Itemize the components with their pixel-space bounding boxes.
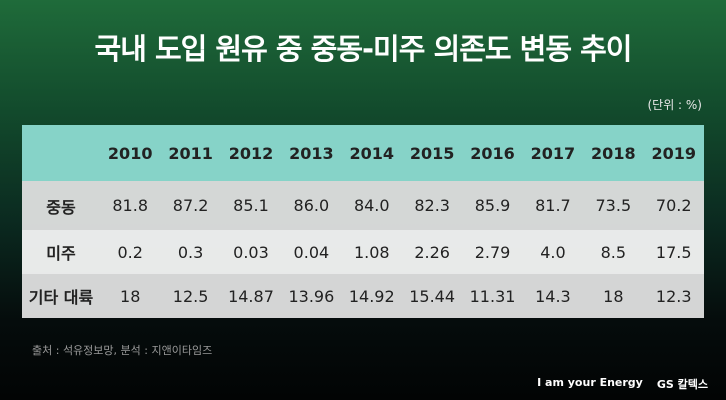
- column-header: 2013: [281, 125, 342, 181]
- title: 국내 도입 원유 중 중동-미주 의존도 변동 추이: [94, 32, 633, 66]
- table-cell: 12.3: [643, 274, 704, 318]
- table-cell: 4.0: [522, 230, 584, 274]
- table-cell: 14.87: [220, 274, 282, 318]
- table-cell: 13.96: [281, 274, 342, 318]
- header-row: 2010 2011 2012 2013 2014 2015 2016 2017 2018 2019: [22, 125, 704, 181]
- table-cell: 18: [100, 274, 161, 318]
- table-cell: 14.92: [341, 274, 402, 318]
- table-cell: 82.3: [401, 181, 463, 230]
- header-cell: [22, 125, 100, 181]
- column-header: 2012: [220, 125, 282, 181]
- table-cell: 0.04: [281, 230, 342, 274]
- table-row: 중동 81.8 87.2 85.1 86.0 84.0 82.3 85.9 81.7 73.5 70…: [22, 181, 704, 230]
- column-header: 2017: [522, 125, 584, 181]
- table-cell: 11.31: [462, 274, 523, 318]
- table: 2010 2011 2012 2013 2014 2015 2016 2017 2018 2019…: [22, 125, 704, 318]
- column-header: 2014: [341, 125, 402, 181]
- brand: GS 칼텍스: [656, 378, 708, 391]
- table-cell: 2.79: [462, 230, 523, 274]
- table-cell: 12.5: [160, 274, 221, 318]
- row-label: 중동: [22, 181, 100, 230]
- column-header: 2010: [100, 125, 161, 181]
- table-cell: 85.9: [462, 181, 523, 230]
- table-cell: 0.03: [220, 230, 282, 274]
- slogan: I am your Energy: [537, 376, 643, 389]
- table-cell: 87.2: [160, 181, 221, 230]
- table-cell: 2.26: [401, 230, 463, 274]
- table-row: 기타 대륙 18 12.5 14.87 13.96 14.92 15.44 11.31 14.3…: [22, 274, 704, 318]
- row-label: 미주: [22, 230, 100, 274]
- column-header: 2015: [401, 125, 463, 181]
- table-cell: 15.44: [401, 274, 463, 318]
- table-cell: 1.08: [341, 230, 402, 274]
- table-cell: 8.5: [583, 230, 644, 274]
- source: 출처 : 석유정보망, 분석 : 지앤이타임즈: [32, 344, 213, 357]
- table-cell: 14.3: [522, 274, 584, 318]
- table-cell: 17.5: [643, 230, 704, 274]
- table-cell: 85.1: [220, 181, 282, 230]
- table-cell: 0.2: [100, 230, 161, 274]
- footer: I am your Energy GS 칼텍스: [537, 376, 708, 392]
- column-header: 2016: [462, 125, 523, 181]
- row-label: 기타 대륙: [22, 274, 100, 318]
- column-header: 2018: [583, 125, 644, 181]
- table-cell: 84.0: [341, 181, 402, 230]
- table-cell: 70.2: [643, 181, 704, 230]
- column-header: 2019: [643, 125, 704, 181]
- table-row: 미주 0.2 0.3 0.03 0.04 1.08 2.26 2.79 4.0 8.5 17.5: [22, 230, 704, 274]
- table-cell: 0.3: [160, 230, 221, 274]
- column-header: 2011: [160, 125, 221, 181]
- table-cell: 18: [583, 274, 644, 318]
- table-cell: 81.8: [100, 181, 161, 230]
- table-cell: 86.0: [281, 181, 342, 230]
- table-cell: 73.5: [583, 181, 644, 230]
- unit-label: (단위 : %): [647, 98, 702, 112]
- table-cell: 81.7: [522, 181, 584, 230]
